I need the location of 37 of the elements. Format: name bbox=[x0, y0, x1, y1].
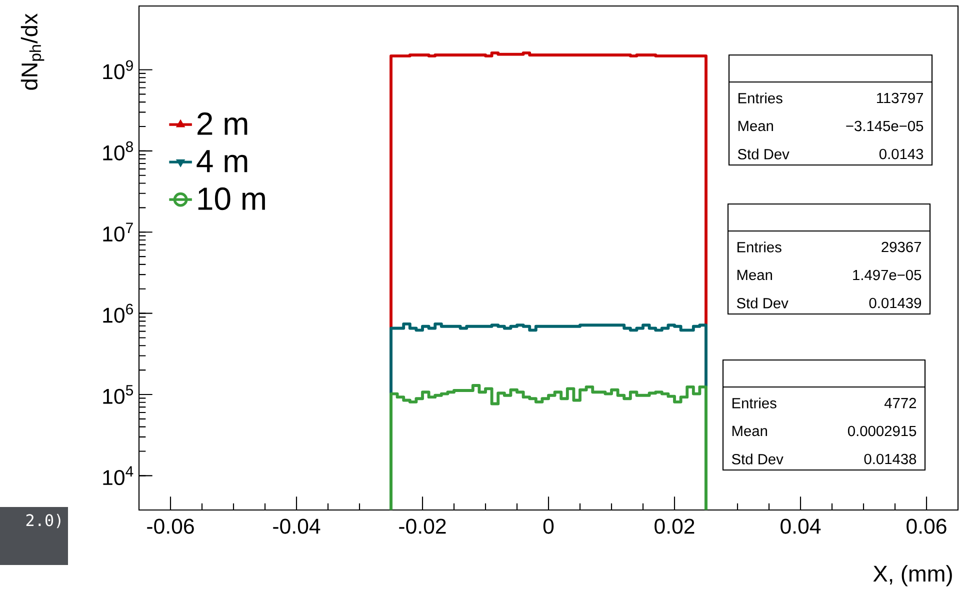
x-tick-label: -0.06 bbox=[147, 518, 194, 534]
annotation: Mean bbox=[737, 270, 772, 280]
annotation: 1.497e−05 bbox=[853, 270, 922, 280]
annotation: 4772 bbox=[884, 398, 916, 408]
y-tick-label: 10$^{9}$ bbox=[103, 60, 133, 80]
x-tick-label: 0 bbox=[543, 518, 554, 534]
x-tick-label: 0.04 bbox=[780, 518, 821, 534]
x-tick-label: 0.06 bbox=[906, 518, 946, 534]
annotation: Std Dev bbox=[736, 298, 788, 308]
annotation: Std Dev bbox=[732, 454, 784, 464]
annotation: 0.01438 bbox=[864, 454, 916, 464]
y-tick-label: 10$^{7}$ bbox=[103, 222, 133, 242]
annotation: −3.145e−05 bbox=[846, 120, 924, 132]
annotation: 0.01439 bbox=[869, 298, 922, 308]
annotation: Mean bbox=[732, 426, 767, 436]
y-tick-label: 10$^{8}$ bbox=[103, 141, 133, 160]
y-tick-label: 10$^{6}$ bbox=[103, 304, 133, 323]
annotation: Entries bbox=[732, 398, 776, 408]
x-tick-label: -0.04 bbox=[273, 518, 320, 534]
x-axis-title: X, (mm) bbox=[873, 565, 952, 586]
x-tick-label: 0.02 bbox=[654, 518, 694, 534]
annotation: 29367 bbox=[882, 242, 922, 252]
legend-label: 4 m bbox=[196, 150, 248, 172]
legend-label: 10 m bbox=[198, 187, 265, 210]
annotation: 0.0002915 bbox=[848, 426, 916, 436]
x-tick-label: -0.02 bbox=[399, 518, 446, 534]
annotation: Mean bbox=[738, 120, 773, 132]
annotation: Std Dev bbox=[738, 148, 790, 160]
text: 2.0) bbox=[26, 514, 60, 528]
y-tick-label: 10$^{4}$ bbox=[103, 466, 134, 486]
annotation: Entries bbox=[738, 92, 782, 104]
legend-label: 2 m bbox=[198, 112, 248, 135]
y-tick-label: 10$^{5}$ bbox=[103, 385, 133, 404]
y-axis-title: dN$_{ph}$/dx bbox=[20, 13, 44, 90]
annotation: 113797 bbox=[877, 92, 924, 104]
annotation: Entries bbox=[737, 242, 782, 252]
annotation: 0.0143 bbox=[879, 148, 924, 160]
